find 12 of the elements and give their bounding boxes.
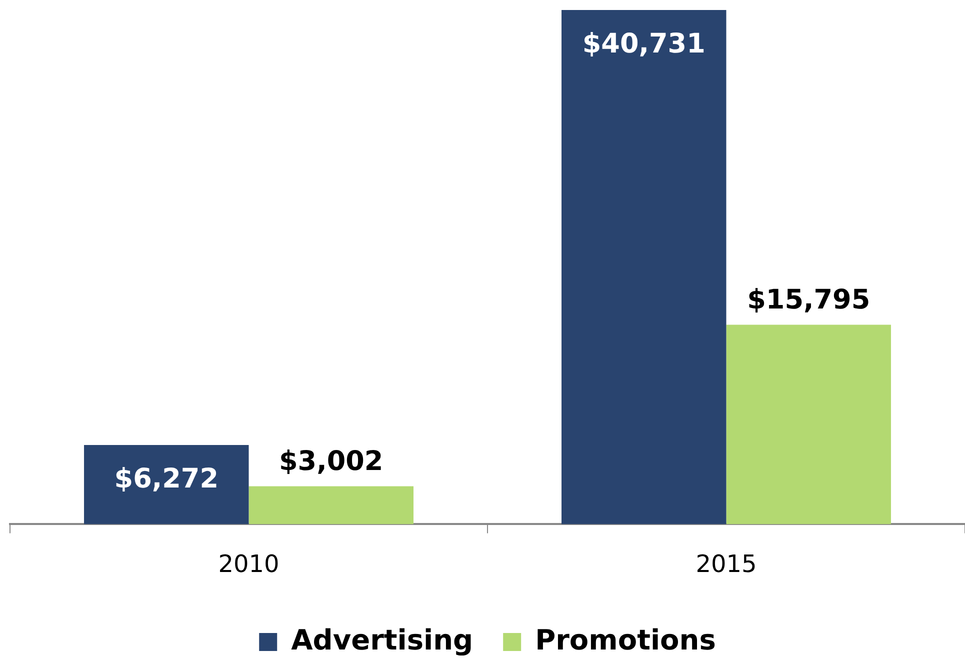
data-label: $3,002	[279, 446, 384, 477]
data-label: $40,731	[582, 28, 706, 60]
legend-label: Promotions	[535, 623, 716, 656]
bar	[726, 324, 891, 524]
data-label: $6,272	[114, 464, 218, 495]
x-tick-label: 2015	[696, 550, 757, 578]
bar	[248, 486, 414, 524]
bar	[84, 445, 249, 524]
bar	[562, 10, 726, 524]
legend-label: Advertising	[291, 623, 474, 656]
x-tick-label: 2010	[218, 550, 280, 578]
data-label: $15,795	[747, 284, 870, 316]
